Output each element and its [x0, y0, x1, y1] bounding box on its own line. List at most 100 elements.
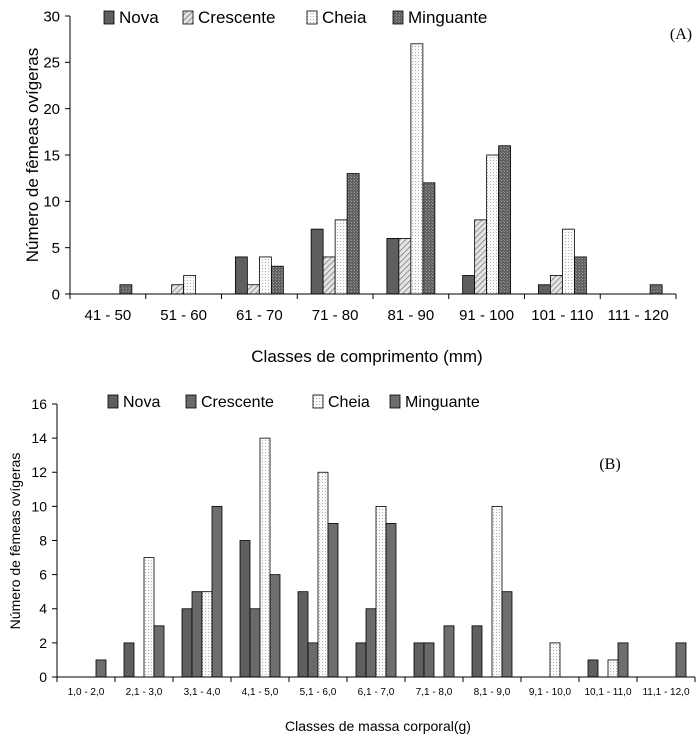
chart-b-body-mass-classes: 0 2 4 6 8 10 12 14 16 1,0 - 2,0 2,1 - 3,0 3,1 - 4,0… — [7, 394, 696, 734]
bar-cheia-5 — [375, 505, 387, 678]
bar-minguante-5 — [498, 145, 512, 295]
panel-label: (A) — [670, 26, 692, 43]
y-tick-label: 12 — [31, 464, 47, 480]
bar-crescente-3 — [322, 256, 336, 295]
y-tick-label: 15 — [43, 147, 60, 164]
bar-crescente-6 — [549, 275, 563, 295]
legend-label-minguante: Minguante — [405, 394, 480, 411]
y-tick-label: 6 — [39, 567, 47, 583]
bar-minguante-9 — [617, 642, 629, 678]
x-tick-label: 7,1 - 8,0 — [416, 687, 453, 698]
y-tick-label: 14 — [31, 430, 47, 446]
legend-label-minguante: Minguante — [408, 8, 487, 27]
bar-crescente-2 — [246, 284, 260, 295]
bar-cheia-2 — [258, 256, 272, 295]
y-tick-label: 5 — [52, 240, 60, 257]
legend-label-cheia: Cheia — [328, 394, 370, 411]
bar-cheia-6 — [561, 228, 575, 295]
bar-cheia-8 — [549, 642, 561, 678]
y-tick-label: 30 — [43, 8, 60, 25]
x-tick-label: 10,1 - 11,0 — [584, 687, 632, 698]
bar-nova-4 — [386, 237, 400, 295]
bar-cheia-3 — [334, 219, 348, 295]
chart-a-length-classes: 0 5 10 15 20 25 30 41 - 50 51 - 60 61 - 70 71 - 80… — [23, 8, 692, 366]
bar-minguante-1 — [153, 625, 165, 678]
legend-swatch-cheia — [312, 394, 324, 409]
y-tick-label: 25 — [43, 55, 60, 72]
y-tick-label: 2 — [39, 635, 47, 651]
y-tick-label: 20 — [43, 101, 60, 118]
y-axis-label: Número de fêmeas ovígeras — [23, 48, 42, 263]
y-axis-label: Número de fêmeas ovígeras — [7, 453, 23, 630]
bar-nova-3 — [239, 540, 251, 678]
bar-crescente-1 — [171, 284, 185, 295]
x-tick-label: 2,1 - 3,0 — [126, 687, 163, 698]
bar-nova-6 — [413, 642, 425, 678]
bar-nova-7 — [471, 625, 483, 678]
bar-nova-2 — [181, 608, 193, 678]
bar-minguante-4 — [327, 523, 339, 678]
x-axis-label: Classes de massa corporal(g) — [285, 718, 471, 734]
bar-cheia-4 — [317, 471, 329, 678]
bar-cheia-5 — [486, 154, 500, 295]
bar-crescente-6 — [423, 642, 435, 678]
legend-label-cheia: Cheia — [322, 8, 367, 27]
legend-swatch-cheia — [306, 10, 318, 25]
legend-swatch-nova — [103, 10, 115, 25]
y-tick-label: 16 — [31, 396, 47, 412]
x-tick-label: 5,1 - 6,0 — [300, 687, 337, 698]
y-tick-label: 10 — [31, 498, 47, 514]
bar-cheia-2 — [201, 591, 213, 678]
bar-nova-9 — [587, 659, 599, 678]
x-tick-label: 91 - 100 — [459, 307, 514, 324]
bar-minguante-4 — [422, 182, 436, 295]
x-tick-label: 6,1 - 7,0 — [358, 687, 395, 698]
legend-swatch-minguante — [392, 10, 404, 25]
bar-nova-5 — [462, 275, 476, 295]
legend-swatch-crescente — [182, 10, 194, 25]
bar-minguante-3 — [346, 173, 360, 295]
x-tick-label: 51 - 60 — [160, 307, 207, 324]
bar-minguante-2 — [211, 505, 223, 678]
bar-minguante-6 — [573, 256, 587, 295]
bar-nova-2 — [234, 256, 248, 295]
bar-crescente-4 — [398, 237, 412, 295]
bar-cheia-1 — [143, 557, 155, 678]
x-tick-label: 8,1 - 9,0 — [474, 687, 511, 698]
bar-nova-4 — [297, 591, 309, 678]
bar-nova-5 — [355, 642, 367, 678]
legend-label-nova: Nova — [123, 394, 160, 411]
y-tick-label: 0 — [39, 669, 47, 685]
bar-minguante-10 — [675, 642, 687, 678]
bar-crescente-5 — [474, 219, 488, 295]
x-tick-label: 111 - 120 — [608, 307, 669, 324]
x-tick-label: 71 - 80 — [312, 307, 359, 324]
bar-minguante-3 — [269, 574, 281, 678]
bar-crescente-2 — [191, 591, 203, 678]
bar-nova-1 — [123, 642, 135, 678]
bar-crescente-3 — [249, 608, 261, 678]
bar-nova-6 — [537, 284, 551, 295]
bar-minguante-0 — [95, 659, 107, 678]
bar-cheia-3 — [259, 437, 271, 678]
x-tick-label: 41 - 50 — [85, 307, 132, 324]
y-tick-label: 8 — [39, 532, 47, 548]
x-tick-label: 11,1 - 12,0 — [642, 687, 690, 698]
x-tick-label: 3,1 - 4,0 — [184, 687, 221, 698]
legend-label-crescente: Crescente — [198, 8, 275, 27]
bar-minguante-5 — [385, 523, 397, 678]
bar-minguante-6 — [443, 625, 455, 678]
legend-swatch-crescente — [185, 394, 197, 409]
bar-cheia-1 — [183, 275, 197, 295]
x-tick-label: 101 - 110 — [531, 307, 593, 324]
legend-label-crescente: Crescente — [201, 394, 274, 411]
x-tick-label: 1,0 - 2,0 — [68, 687, 105, 698]
bar-minguante-7 — [649, 284, 663, 295]
bar-nova-3 — [310, 228, 324, 295]
bar-minguante-7 — [501, 591, 513, 678]
x-tick-label: 81 - 90 — [388, 307, 435, 324]
y-tick-label: 4 — [39, 601, 47, 617]
legend-swatch-nova — [107, 394, 119, 409]
y-tick-label: 0 — [52, 286, 60, 303]
